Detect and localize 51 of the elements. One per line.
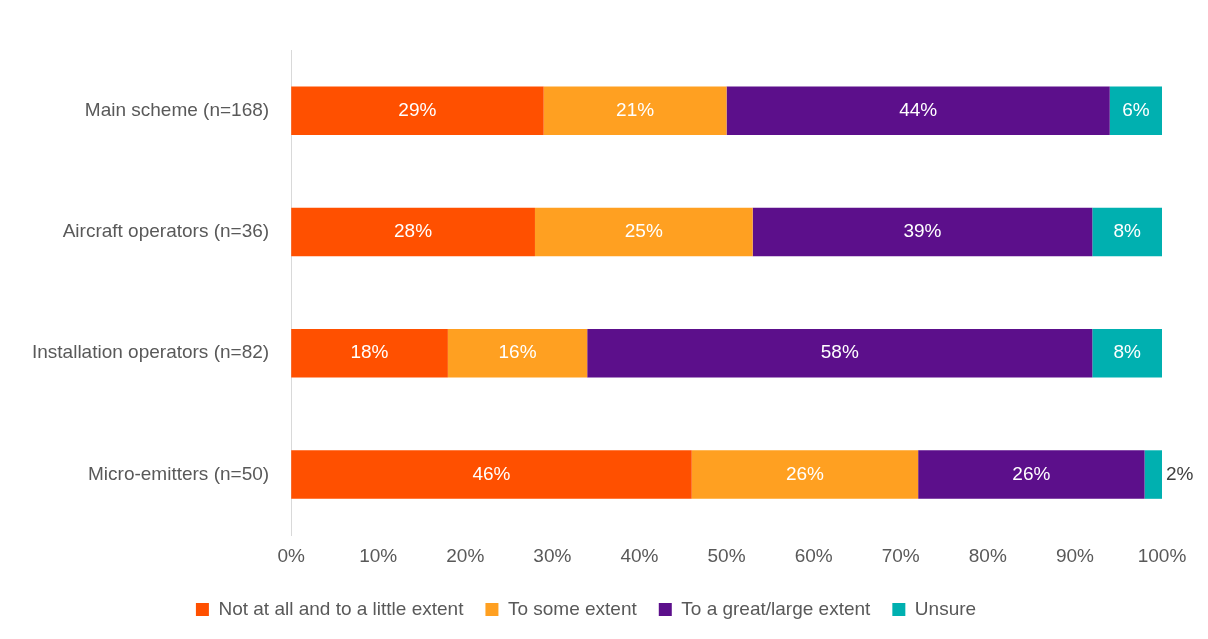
bar bbox=[543, 86, 727, 135]
bar bbox=[291, 328, 448, 378]
legend-label: Unsure bbox=[914, 597, 977, 619]
x-tick-label: 60% bbox=[794, 544, 833, 566]
data-label: 18% bbox=[350, 341, 389, 363]
x-tick-label: 50% bbox=[707, 544, 746, 566]
bar bbox=[291, 207, 535, 257]
x-tick-label: 100% bbox=[1137, 544, 1187, 566]
data-label: 58% bbox=[820, 341, 859, 363]
bar bbox=[918, 450, 1145, 499]
y-tick-label: Aircraft operators (n=36) bbox=[62, 220, 270, 242]
y-tick-label: Main scheme (n=168) bbox=[84, 98, 270, 120]
data-label: 6% bbox=[1122, 98, 1150, 120]
bar bbox=[291, 450, 692, 499]
y-tick-label: Micro-emitters (n=50) bbox=[88, 462, 270, 484]
x-tick-label: 0% bbox=[277, 544, 305, 566]
data-label: 26% bbox=[1012, 462, 1051, 484]
bar bbox=[726, 86, 1110, 135]
data-label: 46% bbox=[472, 462, 511, 484]
legend-label: To a great/large extent bbox=[681, 597, 872, 619]
x-tick-label: 30% bbox=[533, 544, 572, 566]
x-tick-label: 90% bbox=[1055, 544, 1095, 566]
x-tick-label: 70% bbox=[881, 544, 920, 566]
bar bbox=[1092, 207, 1162, 257]
legend-label: To some extent bbox=[507, 597, 638, 619]
x-tick-label: 20% bbox=[446, 544, 485, 566]
x-tick-label: 40% bbox=[620, 544, 659, 566]
x-tick-label: 80% bbox=[968, 544, 1007, 566]
bar bbox=[1109, 86, 1162, 135]
bar bbox=[1092, 328, 1162, 378]
bar bbox=[291, 86, 544, 135]
y-tick-label: Installation operators (n=82) bbox=[31, 341, 270, 363]
data-label: 25% bbox=[624, 220, 663, 242]
bar bbox=[587, 328, 1093, 378]
data-label: 28% bbox=[394, 220, 433, 242]
data-label: 26% bbox=[785, 462, 825, 484]
data-label: 8% bbox=[1113, 220, 1141, 242]
data-label: 39% bbox=[903, 220, 942, 242]
data-label: 44% bbox=[899, 98, 938, 120]
legend-label: Not at all and to a little extent bbox=[218, 597, 465, 619]
data-label: 29% bbox=[398, 98, 437, 120]
data-label: 2% bbox=[1166, 462, 1194, 484]
data-label: 8% bbox=[1113, 341, 1141, 363]
x-tick-label: 10% bbox=[359, 544, 398, 566]
bar bbox=[752, 207, 1093, 257]
bar bbox=[534, 207, 753, 257]
data-label: 21% bbox=[616, 98, 655, 120]
data-label: 16% bbox=[498, 341, 537, 363]
bar bbox=[691, 450, 919, 499]
bar bbox=[447, 328, 588, 378]
bar bbox=[1144, 450, 1162, 499]
